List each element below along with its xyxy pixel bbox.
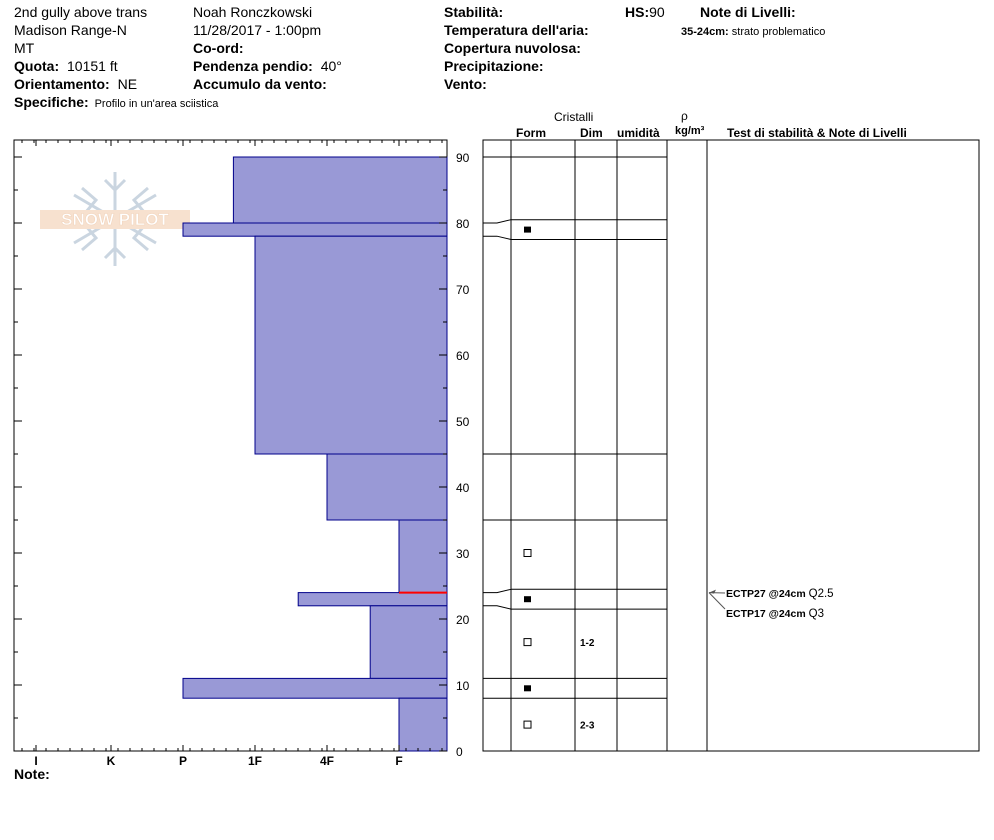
density-symbol-header: ρ xyxy=(681,109,688,123)
specifics-value: Profilo in un'area sciistica xyxy=(94,98,219,110)
elevation-value: 10151 ft xyxy=(67,58,118,74)
height-tick-label: 90 xyxy=(456,151,470,165)
hardness-tick-label: 1F xyxy=(248,754,262,768)
specifics-row: Specifiche: Profilo in un'area sciistica xyxy=(14,94,218,112)
hs-label: HS: xyxy=(625,4,650,20)
hardness-tick-label: P xyxy=(179,754,187,768)
hardness-bar xyxy=(398,519,448,594)
aspect-label: Orientamento: xyxy=(14,76,110,92)
wind-loading-label: Accumulo da vento: xyxy=(193,76,327,92)
height-tick-label: 60 xyxy=(456,349,470,363)
hardness-tick-label: I xyxy=(34,754,37,768)
datetime-text: 11/28/2017 - 1:00pm xyxy=(193,22,322,38)
hardness-tick-label: K xyxy=(107,754,116,768)
size-header: Dim xyxy=(580,126,603,140)
height-tick-label: 50 xyxy=(456,415,470,429)
layer-note-row: 35-24cm: strato problematico xyxy=(681,24,825,40)
stability-test-label: ECTP17 @24cm Q3 xyxy=(726,608,824,620)
boundary-connector xyxy=(483,219,512,224)
stability-test-marks: ECTP27 @24cm Q2.5 ECTP17 @24cm Q3 xyxy=(708,588,834,620)
tests-header: Test di stabilità & Note di Livelli xyxy=(727,126,907,140)
hardness-bar xyxy=(254,235,448,455)
cloud-cover-label: Copertura nuvolosa: xyxy=(444,40,581,56)
crystal-table-frame xyxy=(482,139,980,752)
hardness-bar xyxy=(182,222,448,237)
stability-label: Stabilità: xyxy=(444,4,504,20)
watermark-text: SNOW PILOT xyxy=(61,210,169,229)
specifics-label: Specifiche: xyxy=(14,94,89,110)
crystal-table xyxy=(482,139,980,752)
state-text: MT xyxy=(14,40,35,56)
hardness-bar xyxy=(369,605,448,679)
elevation-row: Quota: 10151 ft xyxy=(14,58,118,74)
hardness-tick-label: F xyxy=(395,754,402,768)
height-axis: 0 10 20 30 40 50 60 70 80 90 xyxy=(14,151,470,759)
grain-size-label: 1-2 xyxy=(580,638,595,649)
coord-label: Co-ord: xyxy=(193,40,244,56)
grain-form-marks: 1-2 2-3 xyxy=(523,226,595,732)
layer-notes-label: Note di Livelli: xyxy=(700,4,796,20)
hardness-bar xyxy=(398,697,448,752)
hardness-tick-label: 4F xyxy=(320,754,334,768)
height-tick-label: 0 xyxy=(456,745,463,759)
hardness-bar xyxy=(232,156,448,224)
hardness-bar xyxy=(182,677,448,699)
height-tick-label: 70 xyxy=(456,283,470,297)
notes-label: Note: xyxy=(14,766,50,782)
air-temp-label: Temperatura dell'aria: xyxy=(444,22,589,38)
precip-label: Precipitazione: xyxy=(444,58,544,74)
grain-filled-square-icon xyxy=(524,226,531,233)
grain-open-square-icon xyxy=(523,720,532,729)
aspect-row: Orientamento: NE xyxy=(14,76,137,92)
wind-label: Vento: xyxy=(444,76,487,92)
observer-text: Noah Ronczkowski xyxy=(193,4,313,20)
location-text: 2nd gully above trans xyxy=(14,4,148,20)
grain-filled-square-icon xyxy=(524,596,531,603)
height-tick-label: 30 xyxy=(456,547,470,561)
layer-note-depth: 35-24cm: xyxy=(681,26,729,38)
layer-boundary-lines xyxy=(483,156,667,699)
hs-value: 90 xyxy=(649,4,665,20)
grain-open-square-icon xyxy=(523,638,532,647)
height-tick-label: 40 xyxy=(456,481,470,495)
height-tick-label: 10 xyxy=(456,679,470,693)
layer-note-text: strato problematico xyxy=(731,26,826,38)
snowpilot-watermark: SNOW PILOT xyxy=(40,172,190,266)
range-text: Madison Range-N xyxy=(14,22,127,38)
stability-test-label: ECTP27 @24cm Q2.5 xyxy=(726,588,834,600)
elevation-label: Quota: xyxy=(14,58,60,74)
slope-value: 40° xyxy=(320,58,342,74)
crystals-header: Cristalli xyxy=(554,110,594,124)
grain-filled-square-icon xyxy=(524,685,531,692)
boundary-connector xyxy=(483,235,512,240)
hardness-bar xyxy=(297,592,448,607)
boundary-connector xyxy=(483,588,512,594)
test-arrow-line xyxy=(708,592,726,610)
arrow-head-icon xyxy=(709,589,716,594)
moisture-header: umidità xyxy=(617,126,660,140)
height-tick-label: 80 xyxy=(456,217,470,231)
grain-open-square-icon xyxy=(523,549,532,557)
hs-row: HS:90 xyxy=(625,4,665,20)
hardness-axis: I K P 1F 4F F xyxy=(21,140,443,768)
height-tick-label: 20 xyxy=(456,613,470,627)
boundary-connector xyxy=(483,605,512,610)
hardness-bar xyxy=(326,453,448,521)
density-unit-header: kg/m³ xyxy=(675,125,705,137)
aspect-value: NE xyxy=(117,76,138,92)
slope-row: Pendenza pendio: 40° xyxy=(193,58,342,74)
form-header: Form xyxy=(516,126,546,140)
hardness-bars xyxy=(182,156,448,752)
slope-label: Pendenza pendio: xyxy=(193,58,313,74)
grain-size-label: 2-3 xyxy=(580,721,595,732)
